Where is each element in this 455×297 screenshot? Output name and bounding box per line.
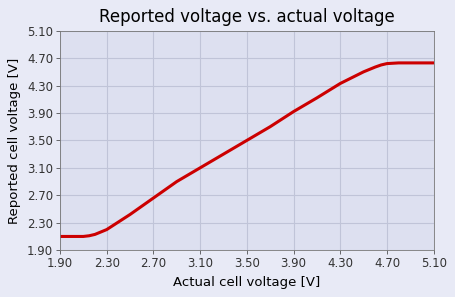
Y-axis label: Reported cell voltage [V]: Reported cell voltage [V] — [8, 57, 21, 224]
X-axis label: Actual cell voltage [V]: Actual cell voltage [V] — [173, 276, 320, 289]
Title: Reported voltage vs. actual voltage: Reported voltage vs. actual voltage — [99, 8, 394, 26]
